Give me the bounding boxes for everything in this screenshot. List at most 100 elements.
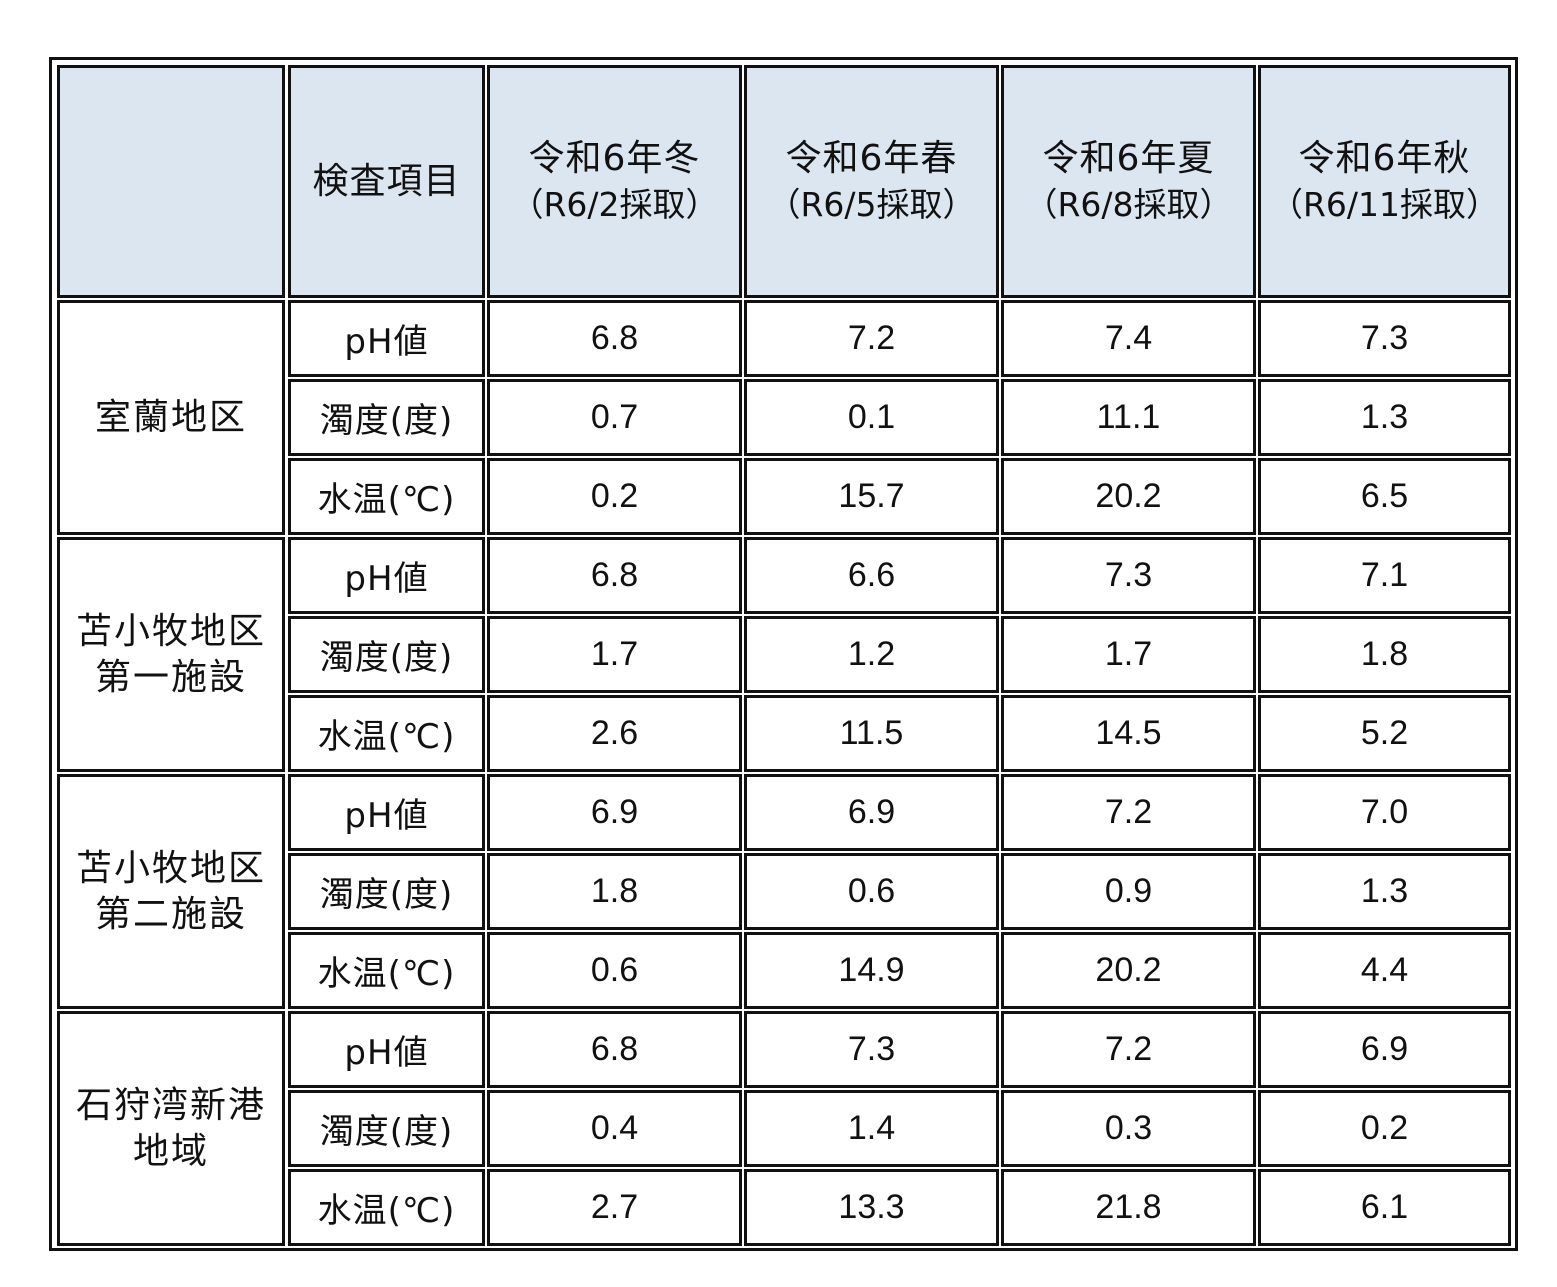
value-cell: 6.9 — [1258, 1011, 1511, 1088]
value-cell: 0.4 — [487, 1090, 742, 1167]
measurement-value: 0.6 — [590, 951, 639, 989]
measurement-value: 7.2 — [1104, 793, 1153, 831]
measurement-value: 6.5 — [1360, 477, 1409, 515]
area-name-cell: 苫小牧地区 第一施設 — [57, 537, 285, 772]
measurement-value: 15.7 — [838, 477, 905, 515]
header-corner-cell — [57, 65, 285, 298]
area-name-line: 地域 — [132, 1130, 209, 1172]
header-season-text: 令和6年夏 （R6/8採取） — [1024, 136, 1232, 228]
value-cell: 0.6 — [487, 932, 742, 1009]
value-cell: 0.2 — [1258, 1090, 1511, 1167]
header-season-name: 令和6年夏 — [1042, 137, 1215, 179]
area-name-cell: 石狩湾新港 地域 — [57, 1011, 285, 1246]
area-name-line: 苫小牧地区 — [75, 847, 266, 889]
measurement-value: 7.3 — [847, 1030, 896, 1068]
measurement-value: 11.5 — [839, 714, 904, 752]
header-item-cell: 検査項目 — [288, 65, 485, 298]
measurement-value: 6.9 — [590, 793, 639, 831]
value-cell: 11.5 — [744, 695, 999, 772]
header-season-cell: 令和6年秋 （R6/11採取） — [1258, 65, 1511, 298]
header-season-name: 令和6年冬 — [528, 137, 701, 179]
area-name-cell: 室蘭地区 — [57, 300, 285, 535]
header-season-text: 令和6年春 （R6/5採取） — [767, 136, 975, 228]
area-name: 苫小牧地区 第一施設 — [76, 609, 266, 701]
header-season-name: 令和6年秋 — [1298, 137, 1471, 179]
value-cell: 6.8 — [487, 300, 742, 377]
value-cell: 14.5 — [1001, 695, 1256, 772]
value-cell: 7.4 — [1001, 300, 1256, 377]
test-item-cell: pH値 — [288, 774, 485, 851]
test-item-cell: pH値 — [288, 1011, 485, 1088]
value-cell: 20.2 — [1001, 932, 1256, 1009]
measurement-value: 1.4 — [847, 1109, 896, 1147]
test-item-cell: 濁度(度) — [288, 616, 485, 693]
value-cell: 7.3 — [744, 1011, 999, 1088]
measurement-value: 13.3 — [838, 1188, 905, 1226]
value-cell: 13.3 — [744, 1169, 999, 1246]
test-item-label: pH値 — [344, 559, 429, 599]
measurement-value: 1.7 — [590, 635, 639, 673]
value-cell: 1.3 — [1258, 853, 1511, 930]
area-name-line: 室蘭地区 — [94, 396, 247, 438]
measurement-value: 6.8 — [590, 556, 639, 594]
test-item-label: 水温(℃) — [317, 717, 456, 757]
measurement-value: 1.8 — [1360, 635, 1409, 673]
measurement-value: 0.2 — [1360, 1109, 1409, 1147]
value-cell: 11.1 — [1001, 379, 1256, 456]
value-cell: 0.3 — [1001, 1090, 1256, 1167]
area-name-line: 第二施設 — [94, 893, 247, 935]
test-item-cell: 濁度(度) — [288, 1090, 485, 1167]
value-cell: 0.7 — [487, 379, 742, 456]
measurement-value: 7.3 — [1104, 556, 1153, 594]
value-cell: 6.8 — [487, 537, 742, 614]
measurement-value: 5.2 — [1360, 714, 1409, 752]
value-cell: 0.6 — [744, 853, 999, 930]
measurement-value: 1.3 — [1360, 872, 1409, 910]
value-cell: 1.4 — [744, 1090, 999, 1167]
value-cell: 1.7 — [1001, 616, 1256, 693]
value-cell: 2.7 — [487, 1169, 742, 1246]
value-cell: 1.8 — [1258, 616, 1511, 693]
measurement-value: 21.8 — [1095, 1188, 1162, 1226]
value-cell: 1.8 — [487, 853, 742, 930]
test-item-label: 水温(℃) — [317, 1191, 456, 1231]
test-item-cell: 水温(℃) — [288, 695, 485, 772]
measurement-value: 7.2 — [1104, 1030, 1153, 1068]
measurement-value: 7.4 — [1104, 319, 1153, 357]
measurement-value: 0.6 — [847, 872, 896, 910]
value-cell: 1.7 — [487, 616, 742, 693]
measurement-value: 14.9 — [838, 951, 905, 989]
measurement-value: 1.8 — [590, 872, 639, 910]
value-cell: 6.5 — [1258, 458, 1511, 535]
measurement-value: 6.9 — [1360, 1030, 1409, 1068]
value-cell: 7.1 — [1258, 537, 1511, 614]
area-name-line: 石狩湾新港 — [75, 1084, 266, 1126]
measurement-value: 6.8 — [590, 1030, 639, 1068]
measurement-value: 1.7 — [1104, 635, 1153, 673]
value-cell: 1.2 — [744, 616, 999, 693]
measurement-value: 7.2 — [847, 319, 896, 357]
value-cell: 4.4 — [1258, 932, 1511, 1009]
area-name-cell: 苫小牧地区 第二施設 — [57, 774, 285, 1009]
header-sampling-date: （R6/5採取） — [767, 184, 976, 224]
measurement-value: 7.3 — [1360, 319, 1409, 357]
value-cell: 0.9 — [1001, 853, 1256, 930]
test-item-label: 濁度(度) — [319, 401, 454, 441]
test-item-label: pH値 — [344, 796, 429, 836]
area-name-line: 苫小牧地区 — [75, 610, 266, 652]
test-item-cell: 水温(℃) — [288, 458, 485, 535]
measurement-value: 0.9 — [1104, 872, 1153, 910]
test-item-label: 濁度(度) — [319, 638, 454, 678]
header-item-label: 検査項目 — [312, 160, 461, 202]
test-item-label: pH値 — [344, 1033, 429, 1073]
value-cell: 6.8 — [487, 1011, 742, 1088]
measurement-value: 6.6 — [847, 556, 896, 594]
value-cell: 20.2 — [1001, 458, 1256, 535]
test-item-label: 水温(℃) — [317, 480, 456, 520]
test-item-label: 濁度(度) — [319, 875, 454, 915]
measurement-value: 0.4 — [590, 1109, 639, 1147]
measurement-value: 14.5 — [1095, 714, 1162, 752]
value-cell: 15.7 — [744, 458, 999, 535]
measurement-value: 20.2 — [1095, 477, 1162, 515]
measurement-value: 11.1 — [1096, 398, 1161, 436]
